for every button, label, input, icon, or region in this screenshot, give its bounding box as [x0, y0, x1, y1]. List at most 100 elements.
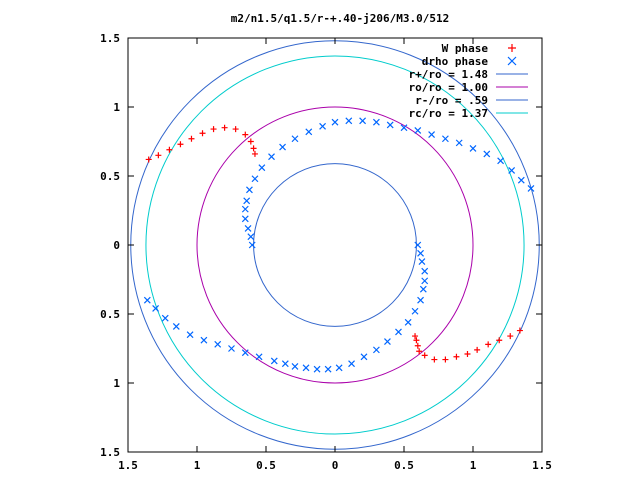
data-point	[228, 345, 235, 352]
x-tick-label: 1.5	[118, 459, 138, 472]
data-point	[244, 225, 252, 232]
data-point	[241, 349, 249, 357]
data-point	[188, 135, 195, 142]
data-point	[251, 175, 259, 183]
data-point	[143, 296, 151, 304]
data-point	[250, 145, 257, 152]
data-point	[177, 141, 184, 148]
data-point	[421, 267, 429, 275]
legend-marker	[507, 56, 517, 66]
data-point	[497, 157, 505, 165]
data-point	[247, 138, 254, 145]
data-point	[412, 333, 419, 340]
data-point	[200, 336, 208, 344]
data-point	[395, 328, 402, 336]
data-point	[305, 128, 313, 136]
data-point	[302, 364, 310, 372]
y-tick-label: 1.5	[100, 446, 120, 459]
data-point	[281, 360, 289, 368]
data-point	[404, 318, 412, 326]
data-point	[242, 131, 249, 138]
data-point	[464, 351, 471, 358]
data-point	[241, 205, 249, 213]
data-point	[474, 346, 481, 353]
data-point	[421, 277, 429, 285]
legend-label: W phase	[442, 42, 489, 55]
data-point	[270, 357, 278, 365]
y-tick-label: 1.5	[100, 32, 120, 45]
data-point	[507, 333, 514, 340]
data-point	[453, 353, 460, 360]
legend-label: r-/ro = .59	[415, 94, 488, 107]
data-point	[496, 337, 503, 344]
series-W-phase	[145, 124, 523, 363]
data-point	[241, 215, 249, 223]
data-point	[372, 118, 380, 126]
data-point	[441, 135, 449, 143]
chart-title: m2/n1.5/q1.5/r-+.40-j206/M3.0/512	[231, 12, 450, 25]
y-tick-label: 1	[113, 101, 120, 114]
data-point	[431, 356, 438, 363]
x-tick-label: 0	[332, 459, 339, 472]
data-point	[331, 118, 339, 126]
data-point	[413, 337, 420, 344]
circle-1	[196, 106, 474, 384]
data-point	[455, 139, 463, 147]
data-point	[247, 233, 255, 241]
data-point	[199, 130, 206, 137]
x-tick-label: 0.5	[256, 459, 276, 472]
data-point	[400, 124, 408, 132]
x-tick-label: 1	[470, 459, 477, 472]
data-point	[172, 322, 180, 330]
legend-marker	[508, 44, 516, 52]
x-tick-label: 1.5	[532, 459, 552, 472]
data-point	[255, 353, 263, 361]
data-point	[360, 353, 368, 361]
data-point	[186, 331, 194, 339]
data-point	[291, 363, 299, 370]
data-point	[414, 127, 422, 134]
data-point	[166, 146, 173, 153]
data-point	[243, 197, 251, 205]
data-point	[335, 364, 343, 372]
x-tick-label: 1	[194, 459, 201, 472]
legend-label: r+/ro = 1.48	[409, 68, 488, 81]
circle-0_59	[253, 163, 417, 327]
data-point	[419, 285, 427, 293]
data-point	[248, 241, 256, 249]
x-tick-label: 0.5	[394, 459, 414, 472]
data-point	[483, 150, 491, 158]
data-point	[258, 164, 266, 172]
data-point	[279, 143, 286, 151]
data-point	[345, 117, 353, 125]
data-point	[508, 167, 516, 174]
legend-label: rc/ro = 1.37	[409, 107, 488, 120]
legend-label: ro/ro = 1.00	[409, 81, 488, 94]
data-point	[313, 365, 321, 373]
data-point	[428, 131, 436, 139]
data-point	[268, 153, 275, 161]
data-point	[291, 135, 299, 143]
data-point	[418, 258, 426, 265]
data-point	[414, 241, 422, 249]
data-point	[359, 117, 367, 125]
data-points	[143, 117, 535, 373]
data-point	[485, 341, 492, 348]
data-point	[214, 340, 222, 348]
data-point	[527, 184, 535, 192]
data-point	[251, 150, 258, 157]
data-point	[221, 124, 228, 131]
data-point	[232, 126, 239, 133]
data-point	[469, 144, 477, 152]
y-tick-label: 0	[113, 239, 120, 252]
data-point	[421, 352, 428, 359]
data-point	[386, 121, 394, 129]
legend-label: drho phase	[422, 55, 489, 68]
data-point	[324, 365, 332, 373]
data-point	[516, 327, 523, 334]
data-point	[411, 307, 419, 315]
data-point	[161, 314, 169, 322]
data-point	[417, 249, 424, 257]
